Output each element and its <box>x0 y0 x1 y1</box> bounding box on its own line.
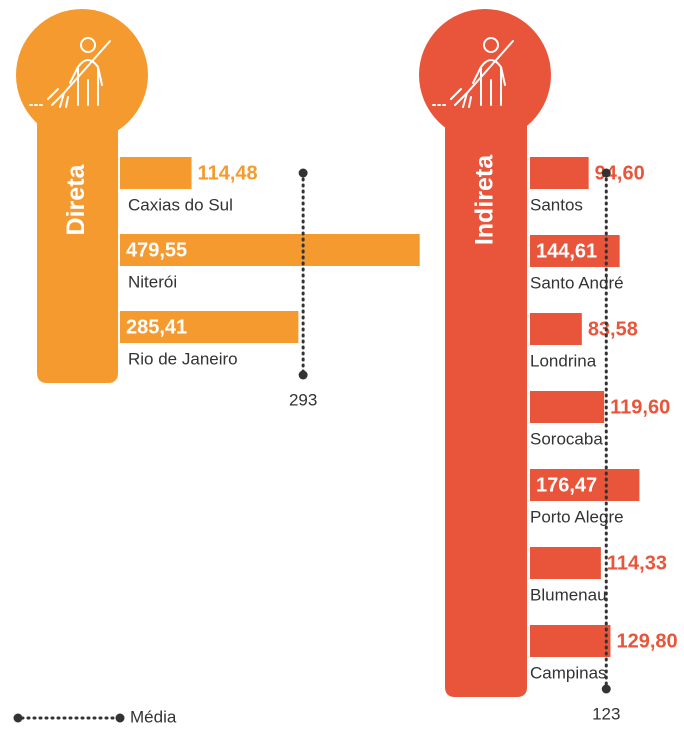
bar <box>530 235 620 267</box>
value-label: 83,58 <box>588 318 638 340</box>
category-label: Sorocaba <box>530 429 603 448</box>
icon-body <box>472 59 506 106</box>
value-label: 114,33 <box>607 552 667 574</box>
bar <box>530 313 582 345</box>
legend-dot <box>115 713 125 723</box>
category-label: Niterói <box>128 272 177 291</box>
bar <box>530 625 611 657</box>
category-label: Santos <box>530 195 583 214</box>
mean-dot <box>298 168 308 178</box>
value-label: 285,41 <box>126 316 187 338</box>
column <box>37 90 118 383</box>
value-label: 114,48 <box>198 162 258 184</box>
mean-label: 123 <box>592 704 620 723</box>
mean-dot <box>601 168 611 178</box>
icon-broom <box>450 40 514 108</box>
mean-dot <box>298 370 308 380</box>
category-label: Caxias do Sul <box>128 195 233 214</box>
column <box>445 90 527 697</box>
category-label: Santo André <box>530 273 624 292</box>
icon-circle <box>419 9 551 141</box>
value-label: 129,80 <box>616 630 677 652</box>
bar <box>530 391 605 423</box>
legend-dot <box>13 713 23 723</box>
icon-broom <box>47 40 111 108</box>
bar <box>120 157 192 189</box>
value-label: 176,47 <box>536 474 597 496</box>
icon-head <box>80 37 96 53</box>
value-label: 479,55 <box>126 239 187 261</box>
bar <box>530 469 640 501</box>
icon-head <box>483 37 499 53</box>
category-label: Blumenau <box>530 585 607 604</box>
category-label: Porto Alegre <box>530 507 624 526</box>
bar-chart: Direta 114,48 Caxias do Sul 479,55 Niterói 28… <box>16 9 420 409</box>
mean-dot <box>601 684 611 694</box>
mean-label: 293 <box>289 390 317 409</box>
chart-title: Direta <box>62 163 90 235</box>
category-label: Londrina <box>530 351 597 370</box>
bar <box>120 311 299 343</box>
bar <box>530 547 601 579</box>
value-label: 119,60 <box>610 396 670 418</box>
bar <box>120 234 420 266</box>
value-label: 144,61 <box>536 240 597 262</box>
chart-title: Indireta <box>471 154 499 245</box>
legend-label: Média <box>130 707 177 726</box>
category-label: Campinas <box>530 663 607 682</box>
bar <box>530 157 589 189</box>
icon-circle <box>16 9 148 141</box>
icon-body <box>69 59 103 106</box>
category-label: Rio de Janeiro <box>128 349 238 368</box>
legend: Média <box>13 707 177 726</box>
